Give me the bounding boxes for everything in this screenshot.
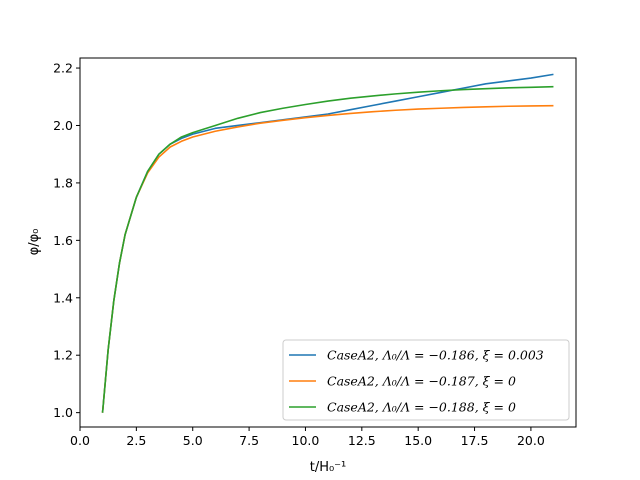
series-line-3 bbox=[101, 85, 554, 413]
x-axis: 0.0 2.5 5.0 7.5 10.0 12.5 15.0 17.5 20.0 bbox=[70, 427, 545, 448]
y-tick-label: 1.2 bbox=[53, 348, 73, 363]
y-tick-label: 1.4 bbox=[53, 290, 73, 305]
x-tick-label: 10.0 bbox=[292, 433, 320, 448]
y-tick-label: 1.8 bbox=[53, 175, 73, 190]
x-tick-label: 12.5 bbox=[348, 433, 376, 448]
y-tick-label: 1.6 bbox=[53, 233, 73, 248]
y-tick-label: 1.0 bbox=[53, 405, 73, 420]
legend-label-2: CaseA2, Λ₀/Λ = −0.187, ξ = 0 bbox=[327, 374, 516, 389]
x-tick-label: 17.5 bbox=[461, 433, 489, 448]
x-tick-label: 5.0 bbox=[183, 433, 203, 448]
x-tick-label: 0.0 bbox=[70, 433, 90, 448]
y-tick-label: 2.0 bbox=[53, 118, 73, 133]
legend-label-3: CaseA2, Λ₀/Λ = −0.188, ξ = 0 bbox=[327, 400, 516, 415]
legend-box bbox=[282, 339, 570, 421]
y-axis-label: φ/φ₀ bbox=[27, 229, 42, 256]
x-tick-label: 20.0 bbox=[517, 433, 545, 448]
plot-frame bbox=[79, 57, 577, 428]
y-tick-label: 2.2 bbox=[53, 61, 73, 76]
x-tick-label: 15.0 bbox=[404, 433, 432, 448]
series-layer bbox=[101, 73, 554, 413]
legend: CaseA2, Λ₀/Λ = −0.186, ξ = 0.003 CaseA2, … bbox=[282, 339, 570, 421]
x-tick-label: 2.5 bbox=[126, 433, 146, 448]
y-axis: 1.0 1.2 1.4 1.6 1.8 2.0 2.2 bbox=[53, 61, 80, 420]
x-tick-label: 7.5 bbox=[239, 433, 259, 448]
x-axis-label: t/H₀⁻¹ bbox=[310, 460, 347, 475]
legend-label-1: CaseA2, Λ₀/Λ = −0.186, ξ = 0.003 bbox=[327, 348, 544, 363]
